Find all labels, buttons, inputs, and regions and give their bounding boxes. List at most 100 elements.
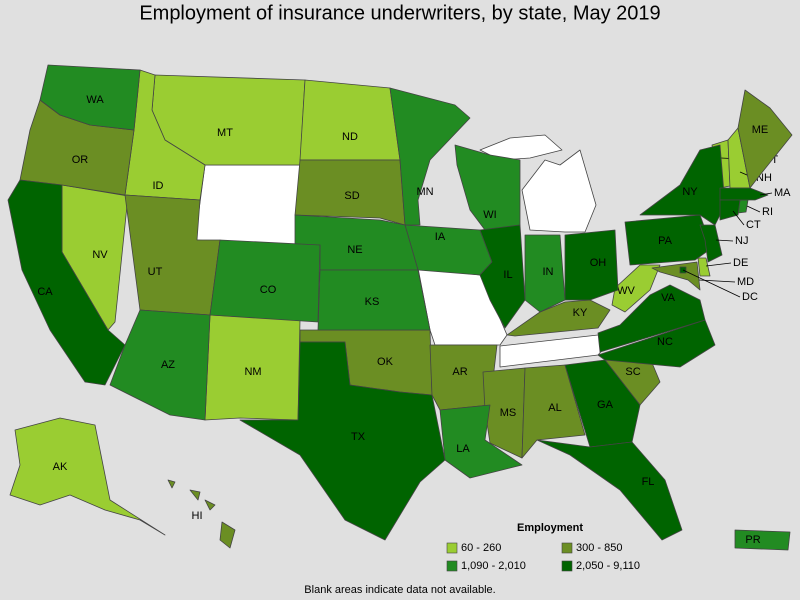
- state-label: WI: [483, 209, 496, 221]
- state-label: CO: [260, 284, 277, 296]
- state-shape: [734, 529, 791, 551]
- state-shape: [624, 214, 713, 266]
- state-shape: [239, 341, 446, 541]
- leader-line: [705, 262, 732, 267]
- state-shape: [536, 439, 683, 541]
- state-shape: [294, 159, 406, 226]
- state-shape: [521, 149, 597, 233]
- state-label: NV: [92, 249, 108, 261]
- state-label: LA: [456, 443, 470, 455]
- state-label: NJ: [735, 235, 748, 247]
- legend-swatch: [561, 560, 573, 572]
- legend-label: 2,050 - 9,110: [576, 560, 640, 572]
- state-label: OK: [377, 356, 394, 368]
- state-label: DC: [742, 291, 758, 303]
- state-shape: [506, 299, 611, 337]
- state-shape: [389, 87, 471, 226]
- state-label: MN: [416, 186, 433, 198]
- state-label: SC: [625, 366, 640, 378]
- state-shape: [39, 64, 141, 131]
- state-shape: [564, 229, 619, 301]
- state-label: ID: [153, 180, 164, 192]
- leader-line: [715, 239, 734, 242]
- state-label: VA: [661, 292, 676, 304]
- state-label: NM: [244, 366, 261, 378]
- legend-label: 60 - 260: [461, 542, 501, 554]
- state-shape: [479, 224, 526, 329]
- no-data-states: [194, 134, 621, 368]
- state-label: SD: [344, 190, 359, 202]
- state-shape: [404, 224, 493, 276]
- leader-line: [682, 269, 741, 298]
- legend-label: 300 - 850: [576, 542, 622, 554]
- state-shape: [524, 234, 566, 313]
- state-shape: [189, 489, 201, 501]
- state-label: OH: [590, 257, 607, 269]
- state-label: PR: [745, 534, 760, 546]
- state-label: CA: [37, 286, 53, 298]
- state-label: MS: [500, 407, 517, 419]
- state-shape: [204, 499, 216, 511]
- state-shape: [699, 224, 723, 263]
- state-shape: [299, 79, 401, 161]
- state-label: AL: [548, 402, 561, 414]
- state-label: GA: [597, 399, 614, 411]
- legend-swatch: [446, 542, 458, 554]
- state-shape: [697, 257, 711, 277]
- legend-swatch: [446, 560, 458, 572]
- state-shape: [194, 164, 301, 246]
- state-label: NE: [347, 244, 362, 256]
- state-label: AK: [53, 461, 68, 473]
- state-shape: [482, 367, 526, 459]
- leader-line: [759, 192, 773, 196]
- state-label: IN: [543, 266, 554, 278]
- state-shape: [209, 239, 321, 323]
- state-shape: [597, 284, 706, 353]
- footnote: Blank areas indicate data not available.: [304, 584, 495, 596]
- leader-line: [732, 210, 745, 226]
- state-label: FL: [642, 476, 655, 488]
- state-label: IA: [435, 231, 446, 243]
- state-label: MA: [774, 187, 791, 199]
- state-label: ME: [752, 124, 769, 136]
- state-label: OR: [72, 154, 89, 166]
- state-label: RI: [762, 206, 773, 218]
- state-label: WV: [617, 285, 635, 297]
- state-label: DE: [733, 257, 748, 269]
- state-label: NC: [657, 336, 673, 348]
- state-shape: [651, 261, 701, 291]
- state-label: UT: [148, 266, 163, 278]
- state-label: ND: [342, 131, 358, 143]
- state-shape: [9, 417, 166, 536]
- state-shape: [317, 269, 431, 331]
- state-shape: [719, 187, 769, 201]
- leader-line: [746, 205, 761, 213]
- state-label: MD: [737, 276, 754, 288]
- state-label: MT: [217, 127, 233, 139]
- state-label: PA: [658, 235, 673, 247]
- state-shape: [719, 199, 741, 221]
- legend-swatch: [561, 542, 573, 554]
- state-label: TX: [351, 431, 366, 443]
- state-shape: [219, 521, 236, 549]
- state-label: NY: [682, 186, 698, 198]
- state-shape: [167, 479, 176, 489]
- state-shape: [639, 144, 726, 226]
- state-label: AR: [452, 366, 467, 378]
- state-label: HI: [192, 510, 203, 522]
- legend-title: Employment: [517, 522, 583, 534]
- state-label: KY: [573, 307, 588, 319]
- state-label: KS: [365, 296, 380, 308]
- state-shape: [7, 179, 126, 386]
- state-shape: [611, 264, 661, 313]
- state-label: AZ: [161, 359, 175, 371]
- legend-label: 1,090 - 2,010: [461, 560, 526, 572]
- state-shape: [521, 364, 586, 459]
- state-shape: [564, 359, 641, 448]
- state-label: IL: [503, 269, 512, 281]
- state-label: WA: [86, 94, 104, 106]
- state-label: CT: [746, 219, 761, 231]
- map-title: Employment of insurance underwriters, by…: [139, 2, 660, 24]
